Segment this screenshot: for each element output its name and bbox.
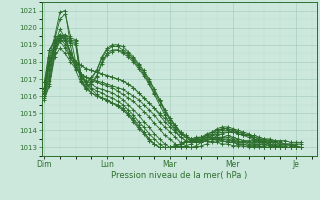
X-axis label: Pression niveau de la mer( hPa ): Pression niveau de la mer( hPa ) [111,171,247,180]
